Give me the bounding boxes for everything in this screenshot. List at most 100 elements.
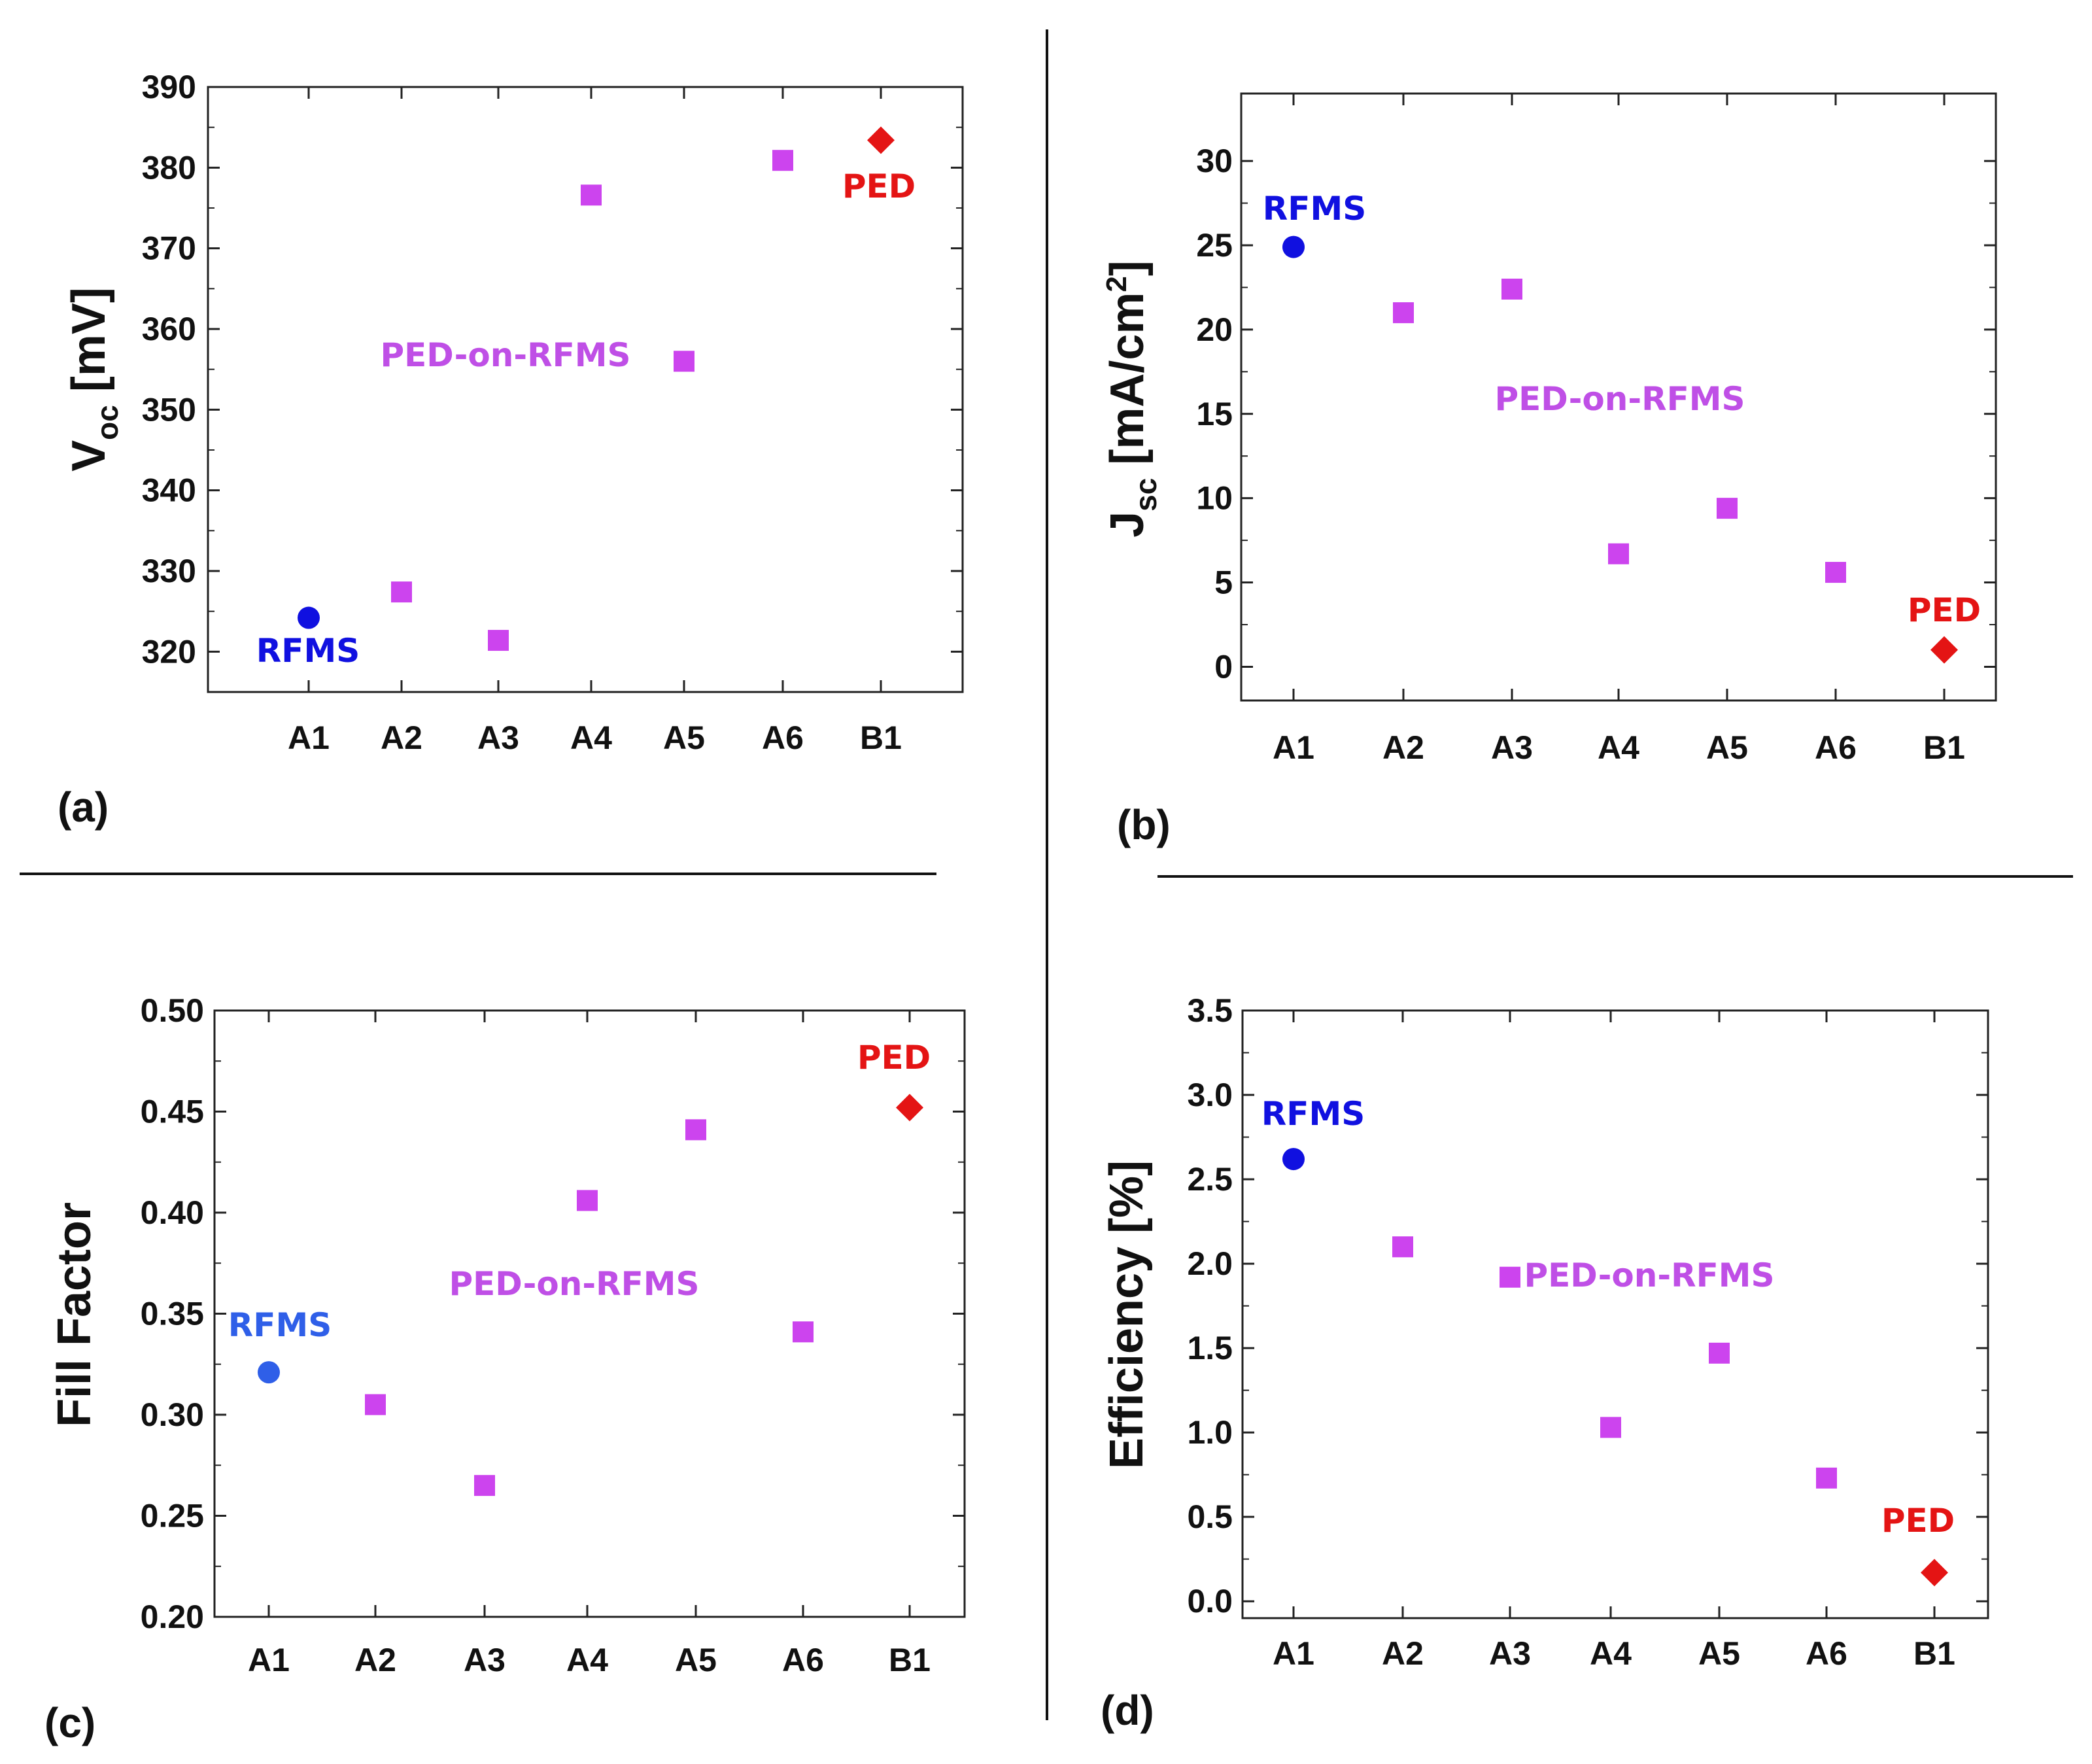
data-point-ped-on-rfms [1608,543,1629,564]
y-tick-label: 15 [1196,396,1233,432]
series-annotation-rfms: RFMS [256,632,360,670]
series-annotation-rfms: RFMS [228,1306,332,1344]
y-tick-label: 380 [142,149,196,186]
x-tick-label: B1 [889,1642,931,1678]
data-point-ped-on-rfms [474,1475,495,1496]
y-axis-title-unit: [mA/cm [1101,292,1154,478]
data-point-ped-on-rfms [685,1119,706,1141]
y-tick-label: 370 [142,230,196,267]
y-tick-label: 0 [1214,648,1233,685]
x-tick-label: A5 [675,1642,717,1678]
data-point-ped-on-rfms [1600,1417,1621,1438]
series-annotation-ped-on-rfms: PED-on-RFMS [1494,380,1745,418]
chart-panel-a: 320 330 340 350 360 370 380 390 A1 A2 A3 A4 A5 A6 B1 Vo… [58,69,964,831]
series-annotation-rfms: RFMS [1263,190,1366,228]
y-tick-label: 5 [1214,564,1233,601]
plot-frame [1241,1009,1989,1619]
x-tick-label: A3 [1489,1635,1531,1672]
data-point-ped-on-rfms [674,351,694,372]
y-axis-title-end: ] [1101,260,1154,276]
panel-label: (b) [1117,801,1171,848]
data-point-rfms [1282,235,1305,258]
x-tick-label: A3 [1491,729,1533,766]
y-axis-title-superscript: 2 [1101,276,1133,292]
x-tick-label: A2 [1382,1635,1424,1672]
data-point-ped-on-rfms [1501,279,1522,300]
chart-panel-c: 0.20 0.25 0.30 0.35 0.40 0.45 0.50 A1 A2 A3 A4 A5 A6… [44,992,966,1746]
data-point-ped-on-rfms [1816,1467,1837,1489]
series-annotation-ped: PED [842,167,916,205]
y-axis-title-unit: [mV] [63,287,115,405]
y-tick-label: 330 [142,553,196,589]
data-point-ped-on-rfms [1500,1266,1520,1288]
x-tick-label: A1 [248,1642,290,1678]
y-axis-title-subscript: sc [1129,478,1163,511]
y-tick-label: 25 [1196,227,1233,264]
x-tick-label: A2 [1382,729,1424,766]
data-point-ped [867,126,895,154]
data-point-rfms [298,606,320,629]
data-point-ped-on-rfms [1709,1342,1730,1364]
series-annotation-ped: PED [1881,1502,1955,1540]
data-point-rfms [1282,1148,1305,1171]
panel-label: (d) [1101,1687,1154,1734]
data-point-ped-on-rfms [581,184,602,206]
x-tick-label: A1 [288,719,330,756]
y-axis-title-main: Fill Factor [48,1202,101,1427]
chart-panel-b: 0 5 10 15 20 25 30 A1 A2 A3 A4 A5 A6 B1 Jsc [mA/cm2] (b… [1101,92,1997,848]
series-annotation-rfms: RFMS [1261,1095,1365,1133]
y-axis-title: Voc [mV] [63,287,124,472]
x-tick-label: B1 [1913,1635,1955,1672]
x-tick-label: A1 [1273,729,1314,766]
panel-label: (c) [44,1699,95,1746]
y-tick-label: 0.35 [141,1296,204,1332]
y-tick-label: 0.20 [141,1599,204,1635]
data-point-ped-on-rfms [488,630,509,651]
y-axis-title-main: V [63,440,115,472]
y-tick-label: 1.5 [1187,1330,1233,1366]
y-tick-label: 320 [142,633,196,670]
series-annotation-ped: PED [857,1039,931,1077]
y-tick-label: 30 [1196,143,1233,179]
x-tick-label: A6 [1806,1635,1847,1672]
data-point-ped [1930,636,1958,664]
data-point-ped [1921,1559,1948,1587]
x-tick-label: B1 [1923,729,1965,766]
y-tick-label: 3.0 [1187,1077,1233,1113]
x-tick-label: B1 [860,719,902,756]
x-tick-label: A6 [762,719,804,756]
y-tick-label: 10 [1196,480,1233,517]
series-annotation-ped: PED [1908,591,1981,629]
x-tick-label: A6 [1815,729,1857,766]
y-tick-label: 3.5 [1187,992,1233,1029]
x-tick-label: A5 [663,719,705,756]
y-axis-title-subscript: oc [90,405,124,440]
y-axis-title-main: J [1101,511,1154,538]
x-tick-label: A4 [1590,1635,1632,1672]
x-tick-label: A4 [566,1642,608,1678]
plot-frame [207,86,964,693]
data-point-ped-on-rfms [577,1190,598,1211]
y-tick-label: 2.5 [1187,1161,1233,1198]
x-tick-label: A5 [1698,1635,1740,1672]
data-point-ped-on-rfms [1825,562,1846,583]
y-tick-label: 350 [142,391,196,428]
y-axis-title: Jsc [mA/cm2] [1101,260,1163,538]
series-annotation-ped-on-rfms: PED-on-RFMS [449,1265,699,1303]
data-point-ped-on-rfms [1717,498,1738,519]
y-tick-label: 340 [142,472,196,509]
y-axis-title: Efficiency [%] [1101,1160,1153,1469]
x-tick-label: A4 [570,719,612,756]
chart-panel-d: 0.0 0.5 1.0 1.5 2.0 2.5 3.0 3.5 A1 A2 A3 A4 A5 A6 B1 Ef… [1101,992,1989,1734]
y-tick-label: 390 [142,69,196,105]
y-tick-label: 0.5 [1187,1498,1233,1535]
y-tick-label: 0.40 [141,1194,204,1231]
data-point-ped [896,1094,923,1122]
x-tick-label: A5 [1706,729,1748,766]
y-tick-label: 360 [142,311,196,347]
data-point-ped-on-rfms [1393,302,1414,324]
y-axis-title-main: Efficiency [%] [1101,1160,1153,1469]
x-tick-label: A3 [464,1642,506,1678]
x-tick-label: A4 [1598,729,1639,766]
